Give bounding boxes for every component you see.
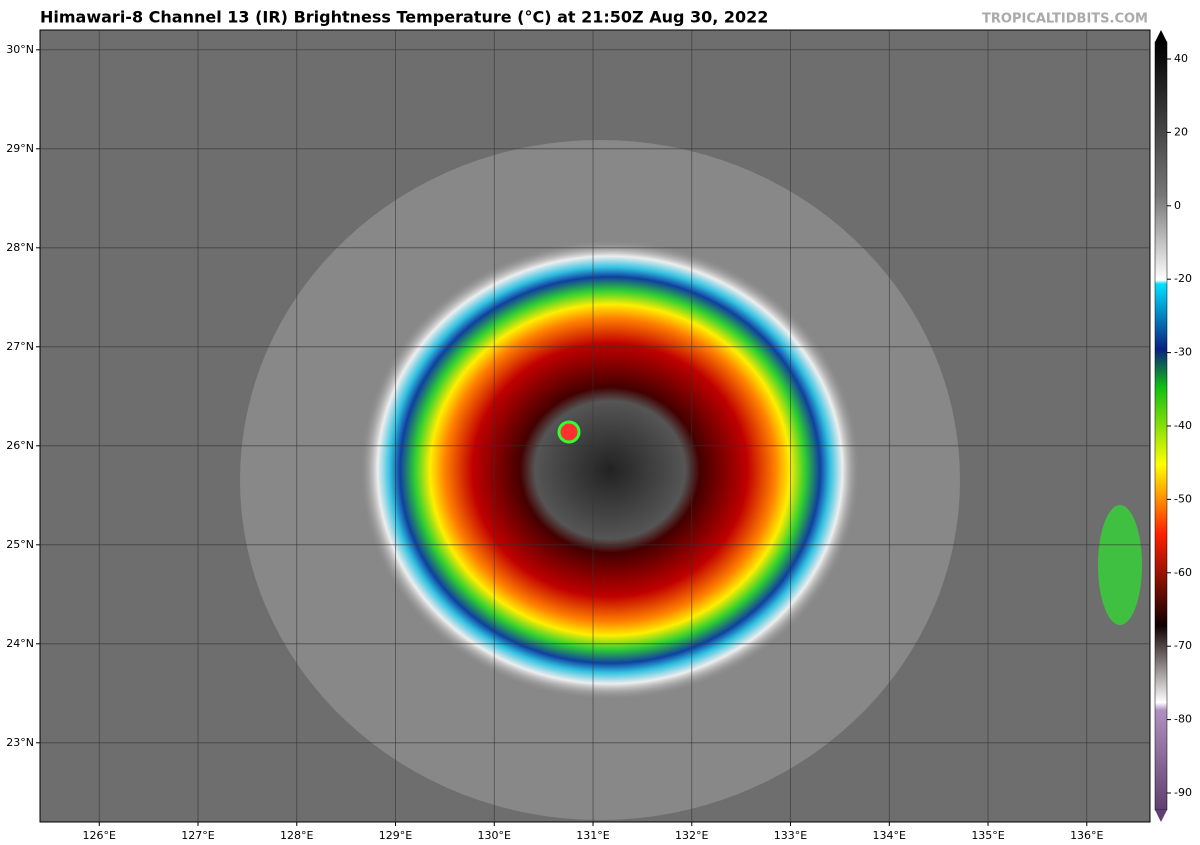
x-tick-label: 133°E [774, 829, 807, 842]
map [39, 29, 1151, 823]
colorbar-label: -50 [1174, 492, 1192, 505]
cloud-cluster [1098, 505, 1142, 625]
eye [557, 420, 581, 444]
y-tick-label: 25°N [6, 538, 34, 551]
y-tick-label: 23°N [6, 736, 34, 749]
watermark: TROPICALTIDBITS.COM [982, 12, 1148, 27]
colorbar-arrow [1155, 810, 1167, 822]
x-tick-label: 136°E [1070, 829, 1103, 842]
x-tick-label: 131°E [576, 829, 609, 842]
colorbar-label: 0 [1174, 199, 1181, 212]
x-tick-label: 128°E [280, 829, 313, 842]
colorbar-label: 40 [1174, 52, 1188, 65]
title: Himawari-8 Channel 13 (IR) Brightness Te… [40, 8, 768, 27]
y-tick-label: 27°N [6, 340, 34, 353]
x-tick-label: 126°E [83, 829, 116, 842]
x-tick-label: 129°E [379, 829, 412, 842]
x-tick-label: 135°E [971, 829, 1004, 842]
colorbar-label: -70 [1174, 639, 1192, 652]
colorbar-label: 20 [1174, 125, 1188, 138]
colorbar-label: -30 [1174, 346, 1192, 359]
colorbar-label: -60 [1174, 566, 1192, 579]
y-tick-label: 26°N [6, 439, 34, 452]
colorbar-label: -90 [1174, 786, 1192, 799]
x-tick-label: 127°E [181, 829, 214, 842]
colorbar-label: -80 [1174, 713, 1192, 726]
typhoon [360, 240, 860, 700]
colorbar-label: -20 [1174, 272, 1192, 285]
colorbar-arrow [1155, 30, 1167, 42]
y-tick-label: 28°N [6, 241, 34, 254]
x-tick-label: 132°E [675, 829, 708, 842]
y-tick-label: 30°N [6, 43, 34, 56]
x-tick-label: 134°E [873, 829, 906, 842]
y-tick-label: 24°N [6, 637, 34, 650]
x-tick-label: 130°E [478, 829, 511, 842]
colorbar-label: -40 [1174, 419, 1192, 432]
colorbar [1154, 41, 1168, 811]
y-tick-label: 29°N [6, 142, 34, 155]
